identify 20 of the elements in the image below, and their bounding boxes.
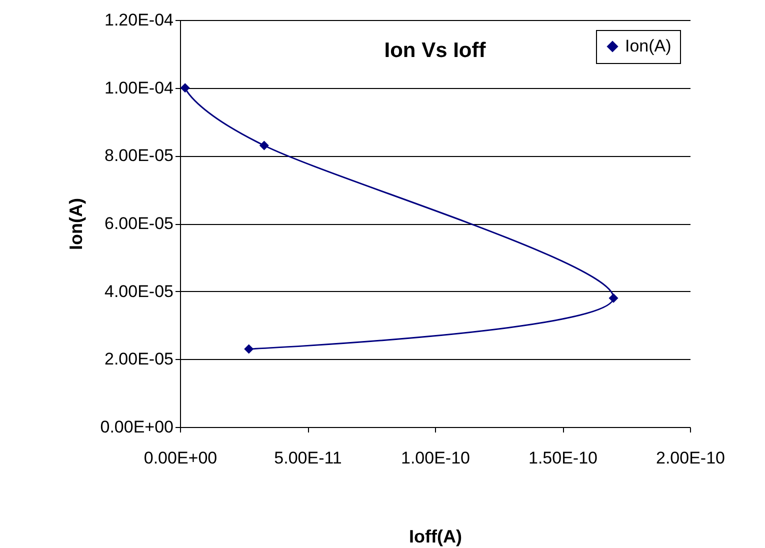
x-axis-title: Ioff(A): [409, 526, 462, 546]
legend-label: Ion(A): [625, 36, 672, 56]
y-tick-label: 2.00E-05: [104, 350, 174, 369]
x-tick-label: 1.00E-10: [401, 448, 470, 468]
point: [259, 140, 269, 150]
point: [180, 83, 190, 93]
point: [608, 293, 618, 303]
x-tick-label: 2.00E-10: [656, 448, 725, 468]
y-tick-label: 8.00E-05: [104, 146, 174, 166]
y-axis-title: Ion(A): [66, 198, 86, 250]
x-tick-label: 5.00E-11: [274, 448, 342, 468]
y-tick-label: 1.00E-04: [104, 78, 174, 98]
y-tick-label: 4.00E-05: [104, 282, 174, 301]
y-tick-label: 6.00E-05: [104, 214, 174, 233]
x-tick-label: 0.00E+00: [144, 448, 218, 468]
y-tick-label: 1.20E-04: [104, 10, 174, 30]
y-tick-label: 0.00E+00: [100, 418, 174, 436]
x-tick-label: 1.50E-10: [528, 448, 598, 468]
text: Ion Vs Ioff: [384, 39, 487, 62]
point: [244, 344, 254, 354]
